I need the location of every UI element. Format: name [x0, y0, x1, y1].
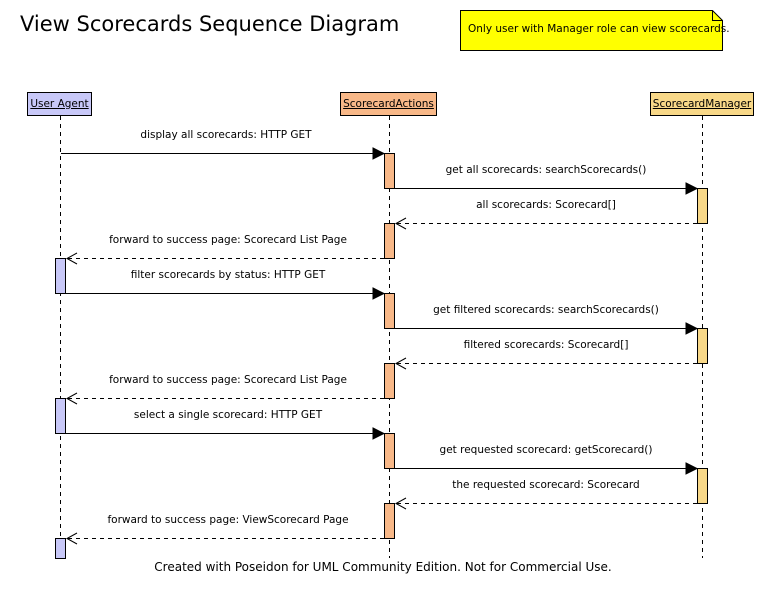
activation-bar	[384, 223, 395, 259]
actor-scorecard-manager: ScorecardManager	[650, 92, 754, 116]
message-label: forward to success page: Scorecard List …	[109, 234, 347, 246]
message-label: display all scorecards: HTTP GET	[140, 129, 312, 141]
message-label: forward to success page: ViewScorecard P…	[107, 514, 349, 526]
activation-bar	[697, 468, 708, 504]
activation-bar	[384, 503, 395, 539]
actor-user-agent: User Agent	[27, 92, 92, 116]
note-shape	[460, 10, 723, 51]
activation-bar	[384, 153, 395, 189]
message-label: all scorecards: Scorecard[]	[476, 199, 616, 211]
footer-watermark: Created with Poseidon for UML Community …	[154, 560, 612, 574]
activation-bar	[384, 363, 395, 399]
message-label: filter scorecards by status: HTTP GET	[130, 269, 326, 281]
activation-bar	[55, 398, 66, 434]
diagram-title: View Scorecards Sequence Diagram	[20, 12, 400, 36]
activation-bar	[384, 433, 395, 469]
activation-bar	[55, 538, 66, 559]
message-label: get all scorecards: searchScorecards()	[445, 164, 647, 176]
activation-bar	[384, 293, 395, 329]
message-label: filtered scorecards: Scorecard[]	[463, 339, 629, 351]
message-label: get requested scorecard: getScorecard()	[439, 444, 653, 456]
actor-scorecard-actions: ScorecardActions	[340, 92, 437, 116]
note: Only user with Manager role can view sco…	[460, 10, 730, 51]
activation-bar	[55, 258, 66, 294]
activation-bar	[697, 188, 708, 224]
message-label: the requested scorecard: Scorecard	[452, 479, 640, 491]
message-label: select a single scorecard: HTTP GET	[133, 409, 323, 421]
note-text: Only user with Manager role can view sco…	[468, 23, 730, 35]
activation-bar	[697, 328, 708, 364]
message-label: forward to success page: Scorecard List …	[109, 374, 347, 386]
message-label: get filtered scorecards: searchScorecard…	[433, 304, 659, 316]
